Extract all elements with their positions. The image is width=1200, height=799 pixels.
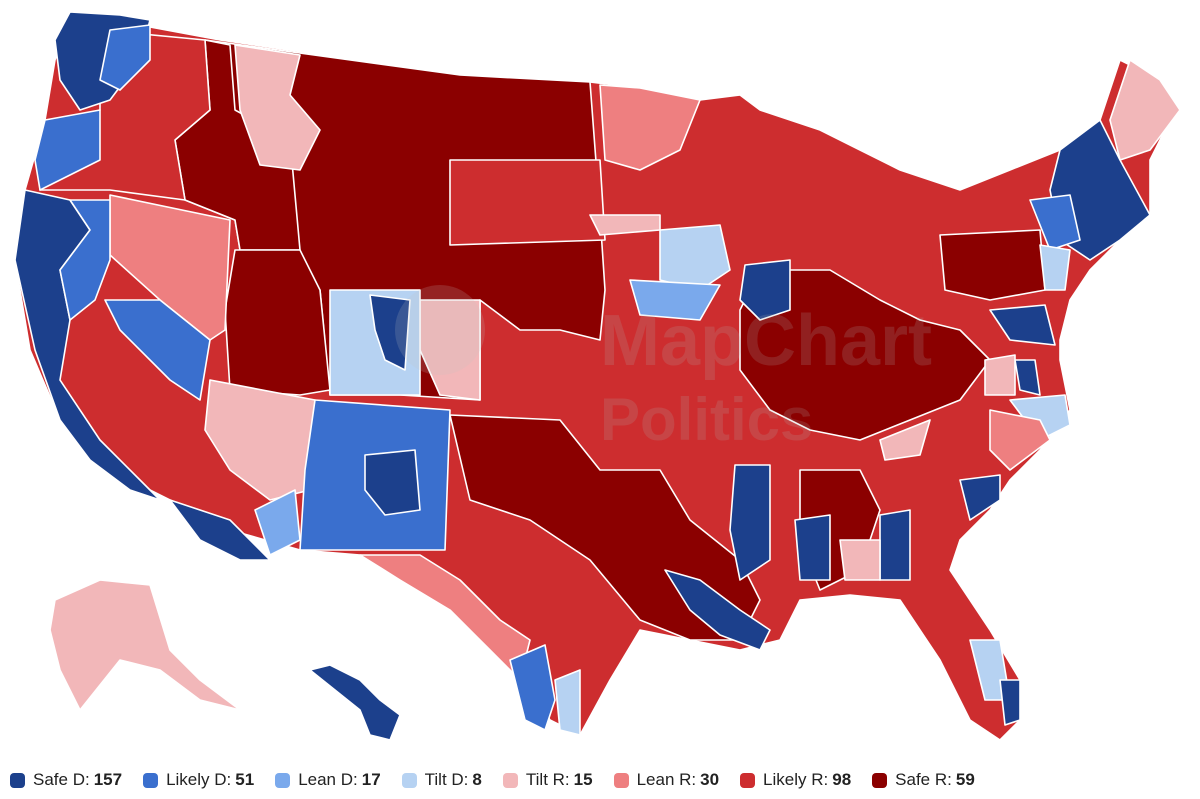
region-tilt-d-iowa: [659, 224, 731, 291]
legend-count: 51: [235, 770, 255, 789]
legend-item-likely-d: Likely D: 51: [143, 770, 254, 790]
legend-count: 15: [573, 770, 593, 789]
region-safe-d-oregon-coast: [34, 109, 101, 191]
region-tilt-d-texas-coast: [554, 669, 581, 736]
region-tilt-d-nj: [1039, 244, 1071, 291]
region-lean-r-minnesota: [599, 84, 701, 171]
legend-swatch: [740, 772, 756, 788]
region-lean-r-ohio-tilt: [589, 214, 661, 236]
legend-label: Safe R:: [895, 770, 952, 789]
region-safe-d-florida-se: [999, 679, 1021, 726]
region-likely-d-carolina: [959, 474, 1001, 521]
legend-count: 157: [93, 770, 123, 789]
legend: Safe D: 157 Likely D: 51 Lean D: 17 Tilt D: 8 Ti…: [10, 766, 996, 794]
region-safe-d-alabama: [794, 514, 831, 581]
legend-swatch: [872, 772, 888, 788]
region-tilt-r-virginia: [984, 354, 1016, 396]
legend-swatch: [143, 772, 159, 788]
legend-label: Lean D:: [298, 770, 358, 789]
legend-swatch: [502, 772, 518, 788]
legend-swatch: [275, 772, 291, 788]
legend-item-likely-r: Likely R: 98: [740, 770, 851, 790]
region-tilt-r-kentucky: [879, 419, 931, 461]
region-likely-d-nevada: [104, 299, 211, 401]
region-safe-d-nm-core: [364, 449, 421, 516]
watermark: MapChart Politics: [395, 285, 932, 453]
legend-swatch: [613, 772, 629, 788]
region-safe-d-chicago: [739, 259, 791, 321]
region-likely-d-new-england: [1029, 194, 1081, 251]
legend-item-lean-d: Lean D: 17: [275, 770, 381, 790]
legend-count: 8: [472, 770, 482, 789]
region-tilt-r-georgia: [839, 539, 881, 581]
legend-label: Likely R:: [763, 770, 829, 789]
region-likely-d-south-texas: [509, 644, 556, 731]
region-safe-r-pa: [939, 229, 1046, 301]
legend-count: 98: [832, 770, 852, 789]
map-canvas: MapChart Politics: [14, 11, 1181, 741]
region-lean-d-iowa-south: [629, 279, 721, 321]
region-safe-d-georgia: [879, 509, 911, 581]
legend-swatch: [401, 772, 417, 788]
legend-item-safe-r: Safe R: 59: [872, 770, 975, 790]
us-house-map: MapChart Politics: [14, 11, 1181, 741]
region-lean-r-north-carolina: [989, 409, 1051, 471]
legend-label: Tilt R:: [525, 770, 570, 789]
region-safe-d-mississippi: [729, 464, 771, 581]
watermark-line2: Politics: [600, 386, 813, 453]
legend-label: Safe D:: [33, 770, 90, 789]
region-safe-d-louisiana: [664, 569, 771, 651]
legend-item-tilt-r: Tilt R: 15: [502, 770, 593, 790]
region-tilt-r-montana-west: [234, 44, 321, 171]
region-safe-d-hawaii: [309, 664, 401, 741]
region-safe-d-socal: [169, 499, 271, 561]
legend-label: Likely D:: [166, 770, 232, 789]
region-likely-d-washington: [99, 24, 151, 91]
legend-label: Tilt D:: [424, 770, 469, 789]
region-likely-d-california-east: [59, 199, 111, 321]
watermark-pin-icon: [395, 285, 485, 375]
region-likely-r-sd: [449, 159, 606, 246]
legend-count: 17: [361, 770, 381, 789]
region-tilt-r-alaska: [49, 579, 241, 711]
region-safe-r-appalachia: [739, 269, 991, 441]
legend-swatch: [10, 772, 25, 788]
watermark-line1: MapChart: [600, 301, 932, 381]
region-safe-d-virginia: [1014, 359, 1041, 396]
legend-count: 30: [700, 770, 720, 789]
legend-count: 59: [955, 770, 975, 789]
legend-item-safe-d: Safe D: 157: [10, 770, 122, 790]
legend-label: Lean R:: [636, 770, 697, 789]
region-safe-d-denver: [369, 294, 411, 371]
legend-item-lean-r: Lean R: 30: [613, 770, 720, 790]
legend-item-tilt-d: Tilt D: 8: [401, 770, 482, 790]
region-safe-d-maryland: [989, 304, 1056, 346]
